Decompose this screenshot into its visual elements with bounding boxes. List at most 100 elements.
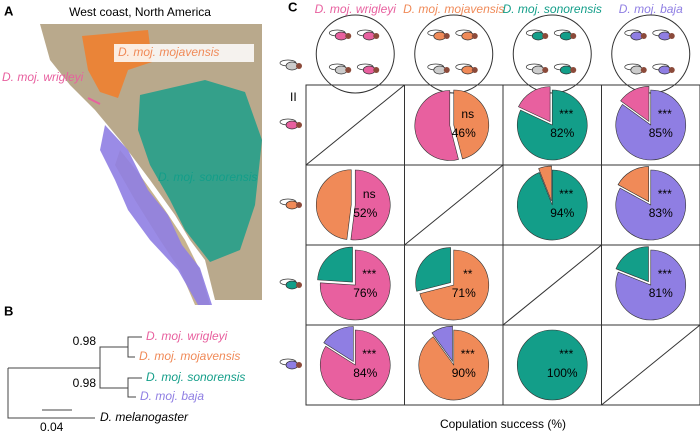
percent-label: 82%: [550, 126, 574, 140]
tree: [7, 336, 142, 419]
header-circle: [315, 14, 395, 94]
percent-label: 81%: [649, 286, 673, 300]
region-sonorensis: [138, 80, 262, 262]
percent-label: 52%: [353, 206, 377, 220]
percent-label: 84%: [353, 366, 377, 380]
map-label: D. moj. sonorensis: [158, 170, 257, 184]
fly-head: [296, 282, 302, 288]
header-circle: [512, 14, 592, 94]
significance: ***: [559, 347, 573, 361]
fly-head: [443, 67, 450, 73]
pie-remainder: [518, 86, 551, 123]
significance: ***: [658, 107, 672, 121]
percent-label: 85%: [649, 126, 673, 140]
panel-letter: C: [288, 0, 298, 14]
significance: ***: [362, 347, 376, 361]
diagonal: [601, 324, 700, 406]
pie-slice: [517, 169, 588, 241]
column-label: D. moj. mojavensis: [403, 2, 504, 16]
map-title: West coast, North America: [69, 5, 211, 19]
fly-head: [296, 202, 302, 208]
fly-head: [542, 33, 549, 39]
significance: ***: [658, 267, 672, 281]
pie-slice: [615, 169, 686, 241]
wrigleyi-arrow: [87, 97, 101, 105]
tip-label: D. moj. sonorensis: [146, 370, 245, 384]
equals-sign: II: [290, 90, 297, 104]
diagonal: [502, 244, 602, 326]
fly-head: [640, 33, 647, 39]
label-box: [114, 44, 254, 62]
significance: ***: [658, 187, 672, 201]
significance: **: [463, 267, 473, 281]
panel-letter: A: [4, 3, 14, 18]
support-value: 0.98: [73, 376, 97, 390]
significance: ns: [461, 107, 474, 121]
column-label: D. moj. baja: [619, 2, 683, 16]
header-circle: [414, 14, 494, 94]
pie-slice: [418, 329, 489, 401]
percent-label: 90%: [452, 366, 476, 380]
pie-slice: [453, 89, 489, 160]
fly-head: [640, 67, 647, 73]
percent-label: 76%: [353, 286, 377, 300]
diagonal: [404, 164, 504, 246]
significance: ***: [559, 187, 573, 201]
fly-head: [296, 63, 302, 69]
panel-letter: B: [4, 303, 13, 318]
percent-label: 71%: [452, 286, 476, 300]
percent-label: 100%: [547, 366, 578, 380]
pie-slice: [419, 249, 490, 321]
map-label: D. moj. wrigleyi: [2, 70, 84, 84]
pie-remainder: [415, 247, 451, 292]
significance: ns: [363, 187, 376, 201]
fly-head: [373, 67, 380, 73]
percent-label: 83%: [649, 206, 673, 220]
pie-remainder: [316, 169, 352, 240]
pie-remainder: [538, 165, 552, 202]
pie-remainder: [620, 86, 650, 123]
diagonal: [305, 84, 405, 166]
fly-head: [570, 33, 577, 39]
region-baja: [100, 125, 212, 305]
tip-label: D. melanogaster: [100, 410, 189, 424]
fly-head: [345, 33, 352, 39]
header-circle: [611, 14, 691, 94]
x-axis-label: Copulation success (%): [440, 417, 566, 431]
fly-head: [570, 67, 577, 73]
tip-label: D. moj. mojavensis: [139, 349, 240, 363]
significance: ***: [461, 347, 475, 361]
pie-remainder: [617, 166, 650, 203]
fly-head: [542, 67, 549, 73]
pie-slice: [516, 329, 588, 401]
tip-label: D. moj. baja: [140, 389, 204, 403]
scale-label: 0.04: [40, 420, 64, 434]
fly-head: [296, 362, 302, 368]
column-label: D. moj. wrigleyi: [315, 2, 397, 16]
pie-slice: [350, 169, 391, 241]
fly-head: [668, 67, 675, 73]
fly-head: [296, 122, 302, 128]
percent-label: 94%: [550, 206, 574, 220]
pie-remainder: [431, 325, 453, 363]
pie-slice: [615, 89, 687, 161]
fly-head: [443, 33, 450, 39]
fly-head: [668, 33, 675, 39]
map-label: D. moj. mojavensis: [118, 45, 219, 59]
column-label: D. moj. sonorensis: [503, 2, 602, 16]
pie-remainder: [323, 326, 354, 363]
pie-remainder: [317, 246, 353, 283]
fly-head: [373, 33, 380, 39]
significance: ***: [362, 267, 376, 281]
pie-slice: [320, 249, 391, 321]
map-label: D. moj. baja: [40, 168, 104, 182]
pie-slice: [615, 249, 686, 321]
percent-label: 46%: [452, 126, 476, 140]
support-value: 0.98: [73, 334, 97, 348]
fly-head: [345, 67, 352, 73]
fly-head: [471, 33, 478, 39]
pie-slice: [319, 329, 391, 401]
tip-label: D. moj. wrigleyi: [146, 329, 228, 343]
significance: ***: [559, 107, 573, 121]
